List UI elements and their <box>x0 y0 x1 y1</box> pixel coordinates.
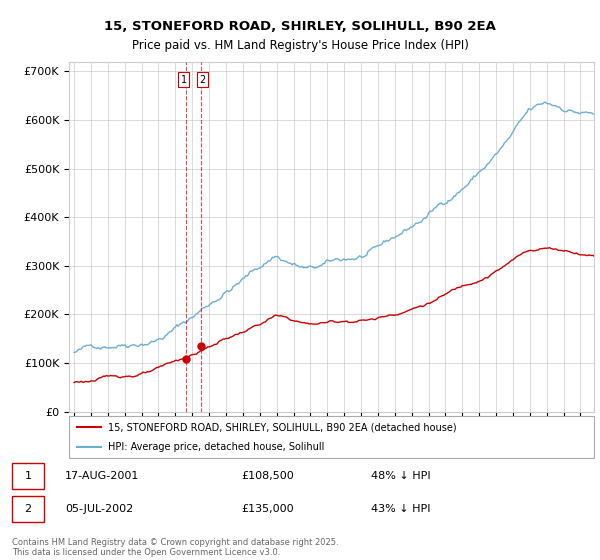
Text: Price paid vs. HM Land Registry's House Price Index (HPI): Price paid vs. HM Land Registry's House … <box>131 39 469 52</box>
Text: 2: 2 <box>25 504 32 514</box>
Text: 17-AUG-2001: 17-AUG-2001 <box>65 470 139 480</box>
Text: 1: 1 <box>181 74 187 85</box>
Text: Contains HM Land Registry data © Crown copyright and database right 2025.
This d: Contains HM Land Registry data © Crown c… <box>12 538 338 557</box>
Text: HPI: Average price, detached house, Solihull: HPI: Average price, detached house, Soli… <box>109 442 325 452</box>
FancyBboxPatch shape <box>12 463 44 488</box>
Text: 48% ↓ HPI: 48% ↓ HPI <box>371 470 430 480</box>
FancyBboxPatch shape <box>12 496 44 522</box>
Text: 15, STONEFORD ROAD, SHIRLEY, SOLIHULL, B90 2EA (detached house): 15, STONEFORD ROAD, SHIRLEY, SOLIHULL, B… <box>109 422 457 432</box>
Text: 05-JUL-2002: 05-JUL-2002 <box>65 504 133 514</box>
Text: 43% ↓ HPI: 43% ↓ HPI <box>371 504 430 514</box>
Text: 1: 1 <box>25 470 32 480</box>
Text: £135,000: £135,000 <box>241 504 294 514</box>
Text: 2: 2 <box>200 74 206 85</box>
Text: £108,500: £108,500 <box>241 470 294 480</box>
FancyBboxPatch shape <box>69 416 594 458</box>
Text: 15, STONEFORD ROAD, SHIRLEY, SOLIHULL, B90 2EA: 15, STONEFORD ROAD, SHIRLEY, SOLIHULL, B… <box>104 20 496 32</box>
